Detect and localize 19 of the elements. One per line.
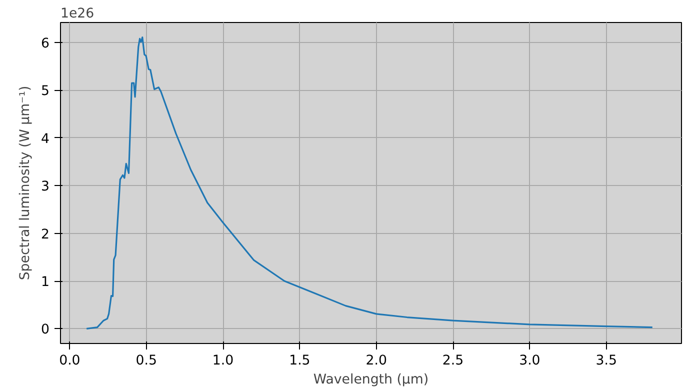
y-tick-label: 3: [41, 180, 50, 195]
x-tick-label: 3.5: [596, 354, 617, 368]
y-tick-label: 1: [41, 275, 50, 290]
y-tick-label: 4: [41, 132, 50, 147]
x-tick-label: 2.5: [442, 354, 464, 368]
x-tick-label: 0.0: [59, 354, 80, 368]
line-series: [86, 36, 654, 330]
x-tick-label: 1.0: [212, 354, 234, 368]
text: 1e26: [60, 6, 94, 22]
x-tick-label: 3.0: [519, 354, 540, 368]
x-tick-label: 2.0: [366, 354, 387, 368]
x-axis-title: Wavelength (μm): [313, 372, 429, 388]
y-tick-label: 5: [41, 84, 50, 100]
y-tick-label: 2: [41, 227, 50, 242]
y-axis-title: Spectral luminosity (W μm⁻¹): [18, 86, 34, 280]
x-tick-label: 0.5: [136, 354, 157, 368]
y-tick-label: 0: [41, 322, 50, 338]
y-tick-label: 6: [41, 36, 50, 52]
x-tick-label: 1.5: [289, 354, 310, 368]
